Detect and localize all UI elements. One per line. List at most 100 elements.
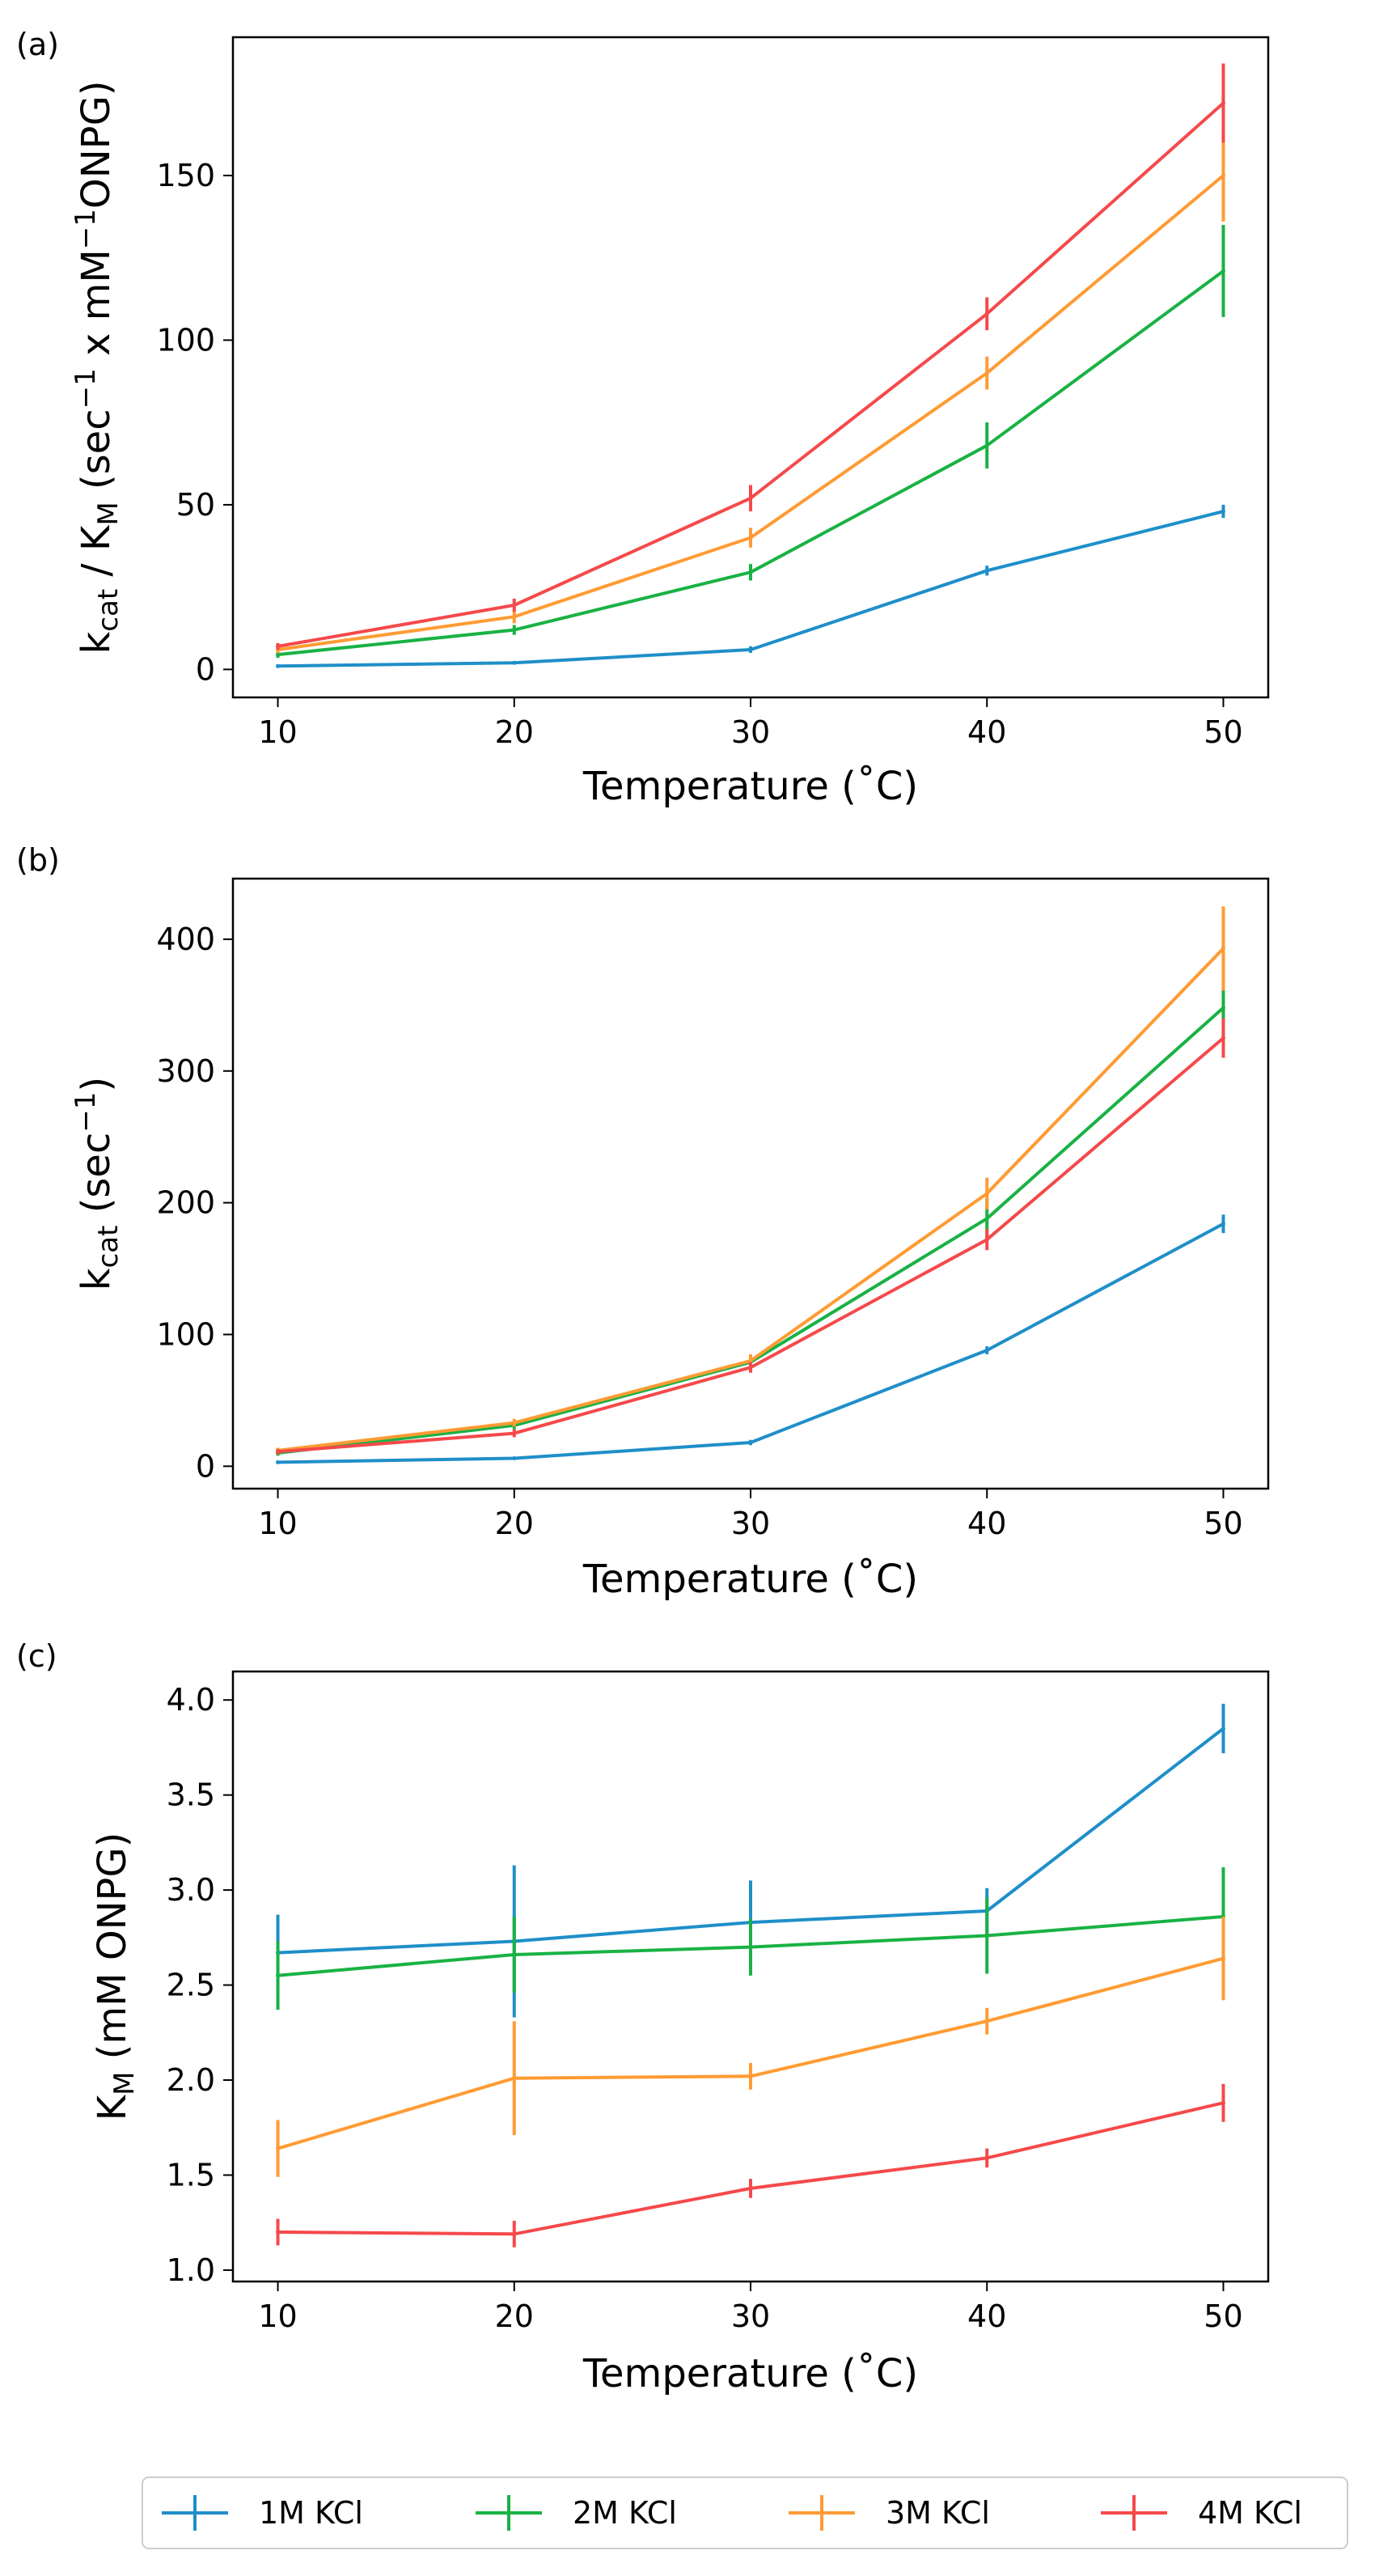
plot-frame xyxy=(231,877,1270,1490)
data-point xyxy=(1221,1726,1225,1731)
x-tick-label: 30 xyxy=(731,714,770,750)
data-point xyxy=(748,2186,753,2191)
series-1m-kcl xyxy=(276,1214,1225,1464)
x-axis-title: Temperature (˚C) xyxy=(582,764,918,809)
data-point xyxy=(748,570,753,574)
y-tick-label: 1.5 xyxy=(167,2157,215,2193)
data-point xyxy=(984,1933,989,1938)
data-point xyxy=(748,647,753,652)
series-4m-kcl xyxy=(276,1018,1225,1455)
y-tick-label: 300 xyxy=(156,1053,215,1089)
data-point xyxy=(512,628,517,633)
plot-frame xyxy=(231,1670,1270,2283)
data-point xyxy=(512,603,517,608)
x-tick-label: 30 xyxy=(731,1506,770,1541)
data-point xyxy=(276,2146,281,2151)
series-line xyxy=(277,1036,1225,1454)
panel-3: (c) 10 20 30 40 50 1.0 1.5 2.0 2.5 3.0 3.5 4.0 Temper… xyxy=(16,1638,1270,2396)
data-point xyxy=(512,614,517,619)
data-point xyxy=(748,536,753,540)
y-tick-label: 200 xyxy=(156,1185,215,1221)
data-point xyxy=(1221,269,1225,273)
data-point xyxy=(984,1348,989,1353)
y-tick-label: 100 xyxy=(156,322,215,358)
data-point xyxy=(276,2230,281,2235)
data-point xyxy=(1221,173,1225,178)
x-axis-title: Temperature (˚C) xyxy=(582,2351,918,2396)
y-tick-label: 50 xyxy=(176,487,215,523)
series-line xyxy=(277,269,1225,657)
data-point xyxy=(1221,1222,1225,1227)
data-point xyxy=(748,2074,753,2078)
legend-label: 4M KCl xyxy=(1198,2495,1302,2531)
legend-item: 4M KCl xyxy=(1101,2495,1302,2531)
data-point xyxy=(748,1945,753,1950)
x-tick-label: 40 xyxy=(967,1506,1006,1541)
legend-box xyxy=(142,2476,1348,2549)
data-point xyxy=(984,2019,989,2023)
series-line xyxy=(277,1956,1225,2150)
data-point xyxy=(512,1456,517,1461)
data-point xyxy=(1221,1006,1225,1010)
y-tick-label: 2.0 xyxy=(167,2062,215,2098)
x-tick-label: 10 xyxy=(258,2298,297,2334)
data-point xyxy=(1221,946,1225,951)
series-4m-kcl xyxy=(276,63,1225,650)
series-line xyxy=(277,1222,1225,1464)
series-line xyxy=(277,1006,1225,1455)
data-point xyxy=(984,443,989,448)
panel-1: (a) 10 20 30 40 50 0 50 100 150 Temperature (˚C) kc… xyxy=(16,27,1270,809)
legend-item: 3M KCl xyxy=(789,2495,990,2531)
panel-label: (c) xyxy=(16,1638,57,1674)
data-point xyxy=(984,568,989,573)
series-1m-kcl xyxy=(276,504,1225,668)
data-point xyxy=(276,644,281,649)
data-point xyxy=(512,1431,517,1436)
series-3m-kcl xyxy=(276,1917,1225,2177)
data-point xyxy=(1221,1956,1225,1961)
data-point xyxy=(748,1440,753,1445)
data-point xyxy=(1221,1036,1225,1040)
panel-label: (a) xyxy=(16,27,59,62)
plot-frame xyxy=(231,36,1270,699)
data-point xyxy=(984,1237,989,1242)
x-tick-label: 20 xyxy=(495,2298,534,2334)
y-tick-label: 400 xyxy=(156,922,215,957)
x-tick-label: 30 xyxy=(731,2298,770,2334)
y-tick-label: 100 xyxy=(156,1316,215,1352)
x-tick-label: 10 xyxy=(258,1506,297,1541)
data-point xyxy=(512,1421,517,1426)
series-2m-kcl xyxy=(276,224,1225,659)
data-point xyxy=(1221,100,1225,105)
data-point xyxy=(276,1460,281,1464)
data-point xyxy=(276,1973,281,1978)
y-tick-label: 0 xyxy=(196,1448,215,1484)
y-tick-label: 2.5 xyxy=(167,1968,215,2003)
legend-label: 3M KCl xyxy=(886,2495,990,2531)
x-tick-label: 50 xyxy=(1204,2298,1242,2334)
legend-item: 2M KCl xyxy=(476,2495,677,2531)
data-point xyxy=(984,1191,989,1196)
data-point xyxy=(276,652,281,657)
x-tick-label: 20 xyxy=(495,714,534,750)
series-3m-kcl xyxy=(276,906,1225,1454)
series-4m-kcl xyxy=(276,2083,1225,2248)
legend: 1M KCl 2M KCl 3M KCl 4M KCl xyxy=(142,2476,1348,2549)
x-tick-label: 40 xyxy=(967,2298,1006,2334)
data-point xyxy=(984,311,989,316)
y-tick-label: 150 xyxy=(156,158,215,193)
y-tick-label: 4.0 xyxy=(167,1682,215,1718)
data-point xyxy=(748,496,753,501)
panel-label: (b) xyxy=(16,842,60,878)
data-point xyxy=(276,663,281,668)
y-axis-title: kcat / KM (sec−1 x mM−1ONPG) xyxy=(70,81,125,655)
x-tick-label: 50 xyxy=(1204,714,1242,750)
data-point xyxy=(984,1216,989,1221)
y-tick-label: 0 xyxy=(196,651,215,687)
series-line xyxy=(277,2101,1224,2236)
data-point xyxy=(512,1952,517,1957)
legend-label: 1M KCl xyxy=(259,2495,363,2531)
data-point xyxy=(984,371,989,375)
data-point xyxy=(512,2231,517,2236)
